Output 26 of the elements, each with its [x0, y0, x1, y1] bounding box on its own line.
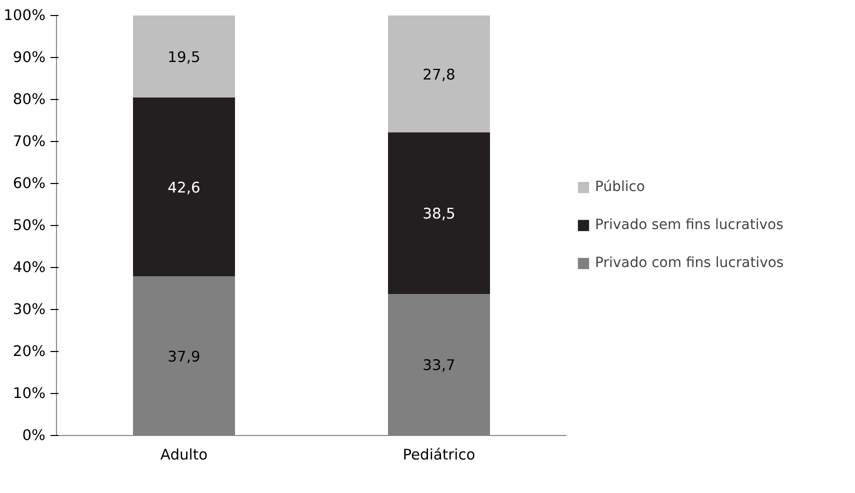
y-tick-label: 0% [22, 427, 46, 444]
data-label: 19,5 [168, 48, 200, 66]
y-tick-label: 50% [12, 217, 46, 234]
data-label: 38,5 [422, 206, 456, 223]
legend-label: Privado com fins lucrativos [595, 255, 784, 271]
legend-label: Público [595, 179, 645, 195]
bar [388, 16, 490, 132]
y-tick-label: 20% [12, 343, 46, 360]
y-tick-label: 90% [12, 49, 46, 66]
x-tick-label: Pediátrico [402, 446, 476, 464]
y-tick-label: 100% [4, 7, 46, 24]
legend-label: Privado sem fins lucrativos [595, 217, 784, 233]
bar [133, 97, 235, 276]
y-tick-label: 70% [12, 133, 46, 150]
y-tick-label: 40% [12, 259, 46, 276]
data-label: 42,6 [168, 179, 200, 196]
bar [133, 16, 235, 98]
y-tick-label: 30% [12, 301, 46, 318]
y-tick-label: 80% [12, 91, 46, 108]
data-label: 37,9 [168, 348, 200, 366]
y-tick-label: 10% [12, 385, 46, 402]
y-tick-label: 60% [12, 175, 46, 192]
data-label: 33,7 [422, 357, 456, 374]
data-label: 27,8 [422, 66, 456, 84]
x-tick-label: Adulto [160, 446, 208, 464]
bar [388, 132, 490, 294]
